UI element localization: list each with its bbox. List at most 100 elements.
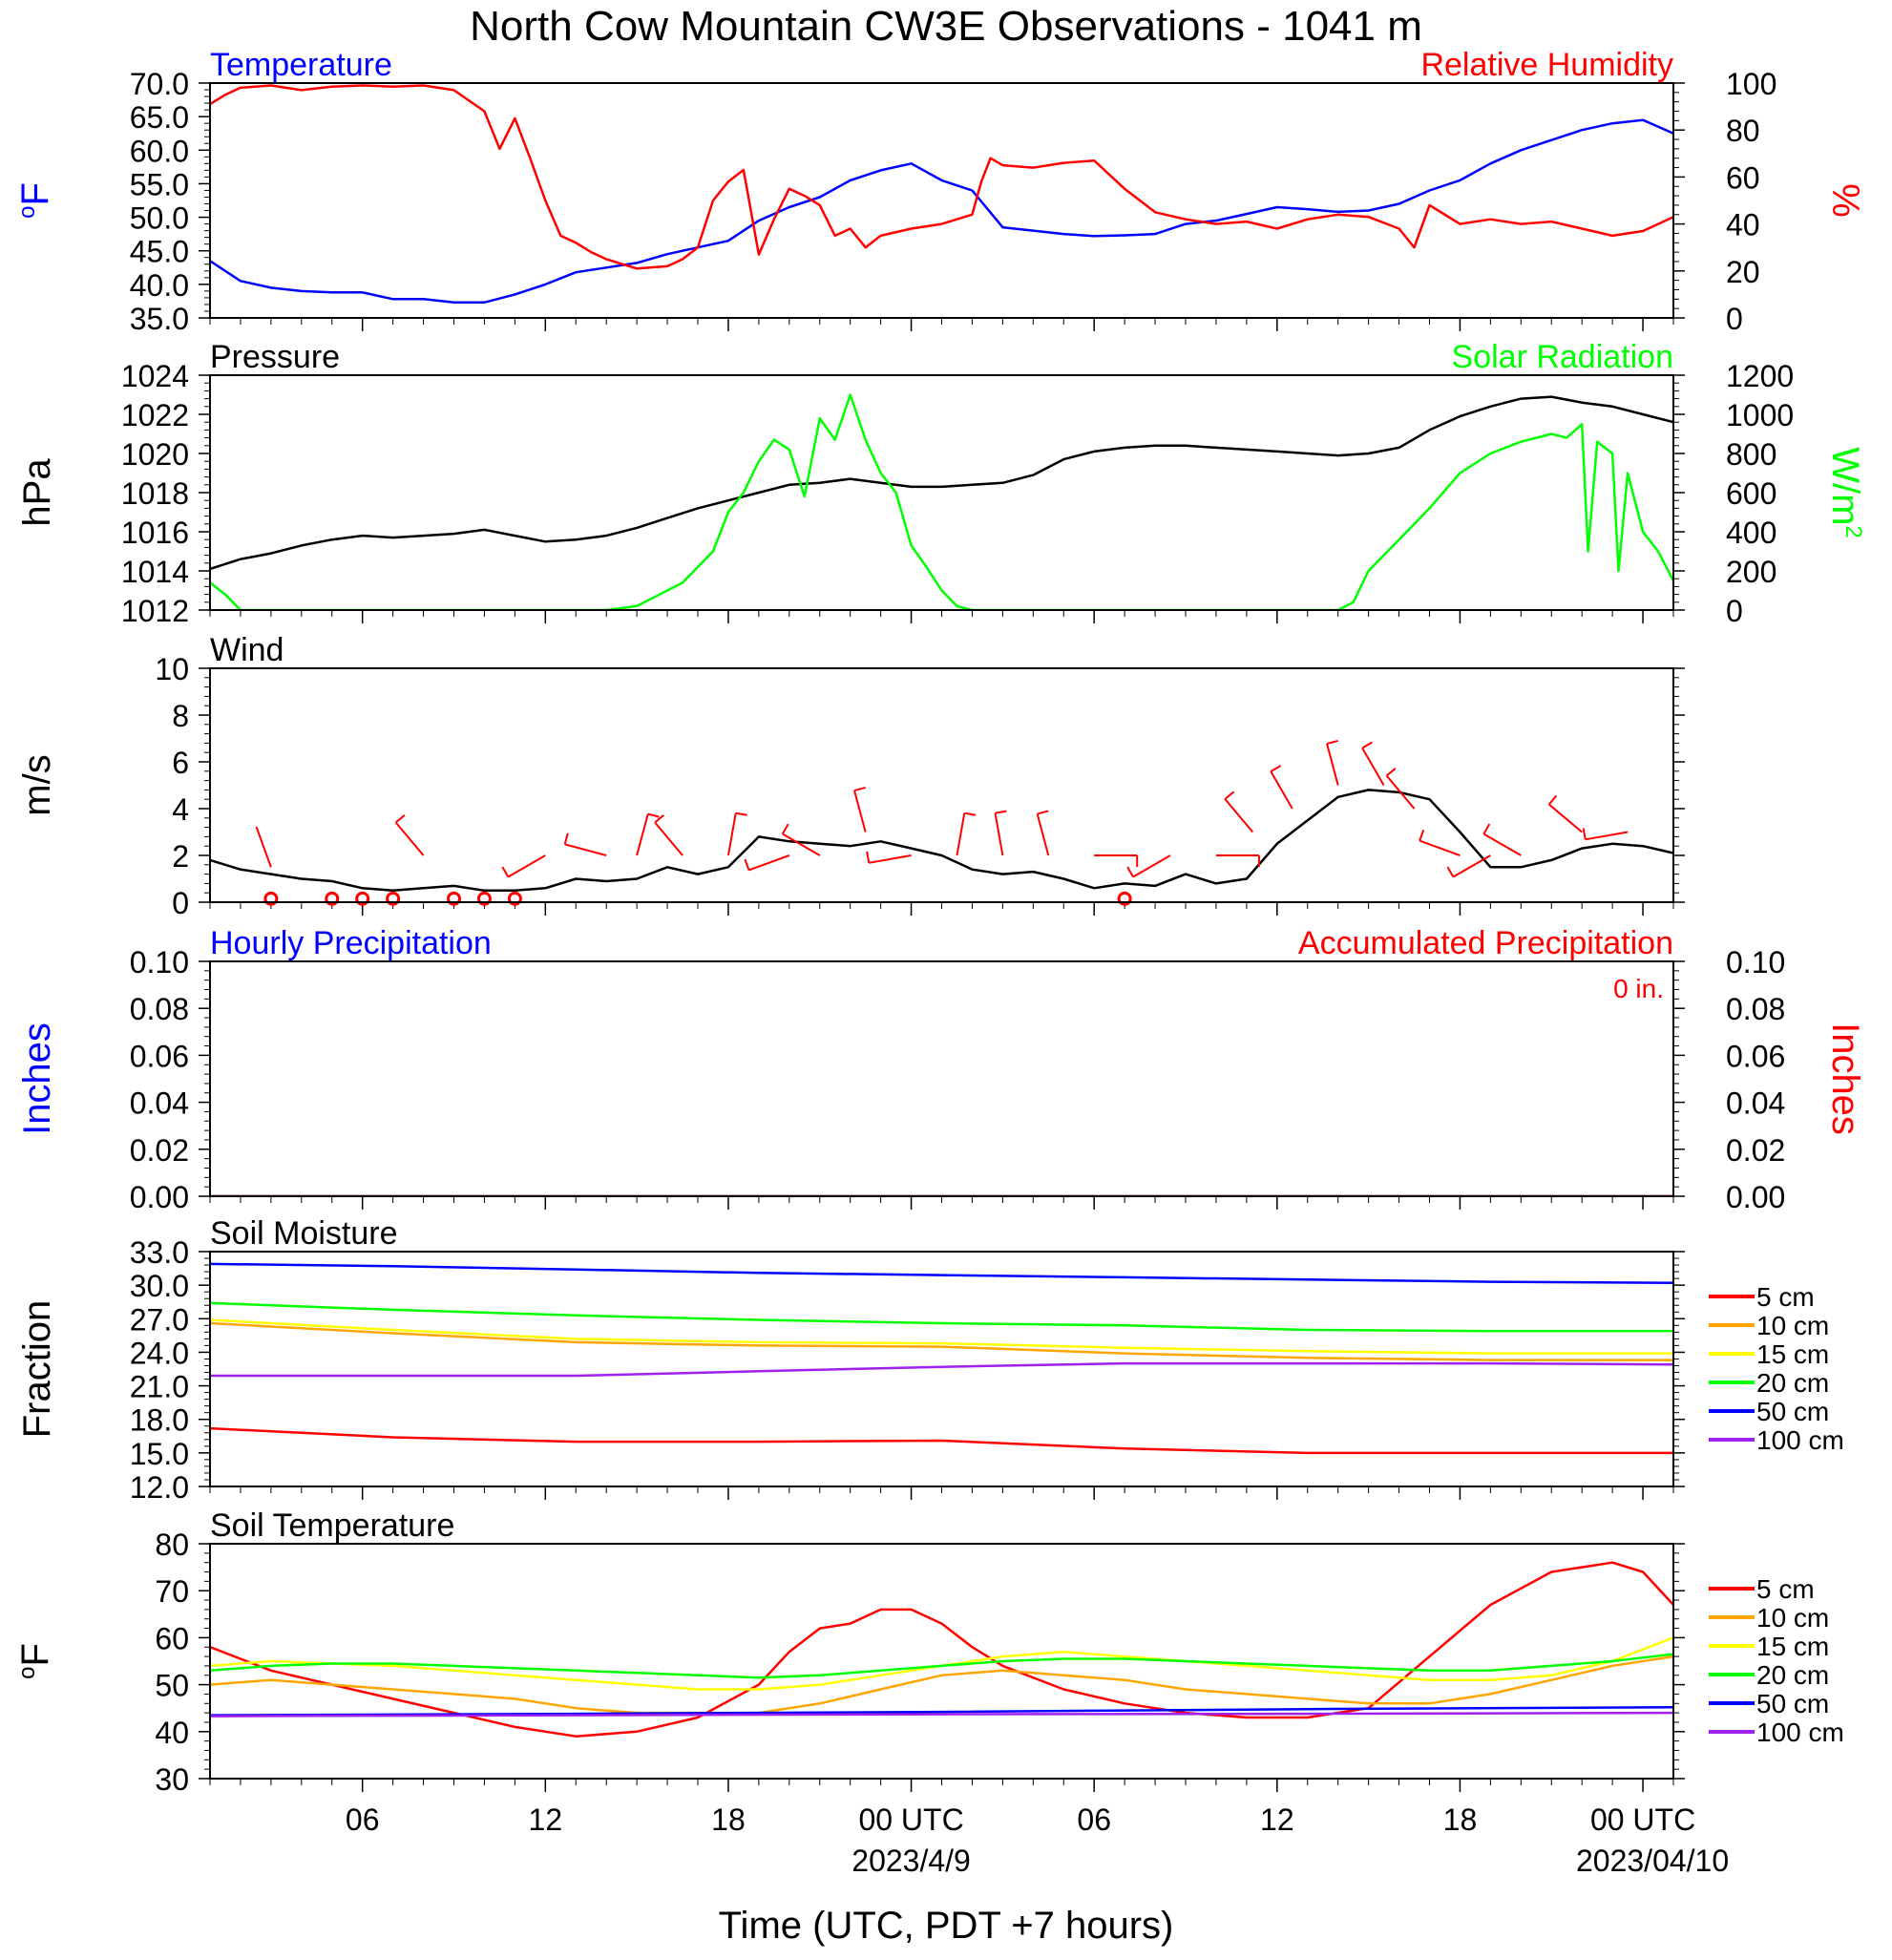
panel-precip: 0.00 0.02 0.04 0.06 0.08 0.10 0.00 0.02 0.04 0.06… [16, 925, 1866, 1214]
series-line-soil_moisture-4 [210, 1262, 1673, 1285]
y-tick-label: 1014 [121, 555, 189, 589]
y2-tick-label: 0.08 [1726, 992, 1785, 1026]
accumulated-value: 0 in. [1613, 974, 1664, 1003]
y-tick-label: 35.0 [130, 302, 189, 336]
y-tick-label: 33.0 [130, 1235, 189, 1270]
panel-title-right: Relative Humidity [1420, 47, 1673, 83]
x-tick-label: 12 [1260, 1802, 1294, 1837]
y2-tick-label: 40 [1726, 208, 1760, 242]
wind-barb-flag [1361, 741, 1373, 749]
y-tick-label: 15.0 [130, 1437, 189, 1471]
wind-barb-flag [995, 810, 1007, 814]
calm-wind-mark [263, 891, 279, 906]
y2-tick-label: 0.02 [1726, 1133, 1785, 1168]
y2-tick-label: 800 [1726, 437, 1776, 472]
y-tick-label: 40.0 [130, 268, 189, 303]
wind-barb [1585, 831, 1629, 841]
y2-tick-label: 0.00 [1726, 1180, 1785, 1214]
wind-barb [726, 812, 737, 856]
wind-barb-flag [647, 812, 660, 818]
wind-barb-flag [1419, 829, 1425, 841]
y-tick-label: 65.0 [130, 100, 189, 135]
wind-barb-flag [853, 786, 866, 791]
series-line-soil_moisture-5 [210, 1361, 1673, 1378]
calm-wind-mark [507, 891, 522, 906]
wind-barb [1326, 743, 1339, 786]
y2-tick-label: 1200 [1726, 359, 1794, 393]
series-line-soil_moisture-1 [210, 1321, 1673, 1361]
panel-frame [209, 1251, 1674, 1487]
y-tick-label: 0.00 [130, 1180, 189, 1214]
y-tick-label: 30 [155, 1762, 189, 1797]
y2-tick-label: 80 [1726, 114, 1760, 148]
panel-title-left: Soil Temperature [210, 1507, 454, 1544]
legend-label: 100 cm [1756, 1718, 1844, 1747]
y-unit-label: Fraction [16, 1300, 58, 1439]
y2-tick-label: 400 [1726, 516, 1776, 550]
y-tick-label: 10 [155, 652, 189, 686]
wind-barb-flag [781, 823, 789, 834]
legend-label: 10 cm [1756, 1311, 1829, 1340]
y-tick-label: 24.0 [130, 1336, 189, 1370]
panel-title-right: Accumulated Precipitation [1298, 925, 1673, 961]
wind-barb [1132, 854, 1171, 878]
series-line-pressure_solar-1 [210, 393, 1673, 610]
wind-barb [1361, 748, 1385, 787]
y-tick-label: 70.0 [130, 67, 189, 101]
wind-barb-flag [735, 811, 747, 816]
y-unit-label: m/s [16, 754, 58, 815]
y-tick-label: 12.0 [130, 1470, 189, 1505]
y-tick-label: 0.08 [130, 992, 189, 1026]
y2-tick-label: 0.06 [1726, 1039, 1785, 1073]
y2-unit-label: W/m2 [1824, 447, 1866, 538]
series-line-soil_temp-0 [210, 1561, 1673, 1738]
wind-barb-flag [744, 858, 750, 871]
wind-barb [748, 854, 790, 872]
wind-barb-flag [563, 832, 569, 845]
wind-barb [255, 826, 272, 868]
y-tick-label: 1018 [121, 476, 189, 511]
y-tick-label: 0.06 [130, 1039, 189, 1073]
panel-title-left: Hourly Precipitation [210, 925, 492, 961]
legend-label: 15 cm [1756, 1632, 1829, 1661]
y-tick-label: 0.10 [130, 945, 189, 980]
wind-barb [1452, 854, 1491, 878]
calm-wind-mark [447, 891, 461, 906]
legend-label: 50 cm [1756, 1689, 1829, 1718]
calm-wind-mark [476, 891, 492, 906]
x-tick-label: 00 UTC [1590, 1802, 1695, 1837]
y-tick-label: 45.0 [130, 235, 189, 269]
y2-unit-label: % [1824, 183, 1866, 218]
y-unit-label: hPa [16, 458, 58, 527]
wind-barb [869, 854, 912, 864]
wind-barb-flag [1582, 828, 1587, 840]
x-axis: 06 12 18 00 UTC 2023/4/9 06 12 18 00 UTC 2023/04/… [346, 1802, 1729, 1878]
wind-barb [394, 821, 425, 856]
series-line-temp_rh-0 [210, 118, 1673, 305]
wind-barb [654, 821, 683, 856]
wind-barb [956, 812, 966, 856]
y-tick-label: 1016 [121, 516, 189, 550]
series-line-soil_temp-5 [210, 1711, 1673, 1718]
panel-frame [209, 960, 1674, 1197]
x-tick-label: 06 [346, 1802, 380, 1837]
wind-barb-flag [1446, 866, 1455, 877]
series-line-wind-0 [210, 789, 1673, 893]
y-unit-label: oF [14, 182, 56, 219]
wind-barb [782, 832, 821, 856]
wind-barb-flag [1482, 823, 1491, 834]
series-line-soil_temp-1 [210, 1654, 1673, 1715]
calm-wind-mark [325, 891, 340, 906]
legend-label: 100 cm [1756, 1425, 1844, 1455]
legend-label: 50 cm [1756, 1397, 1829, 1426]
wind-barb-flag [394, 814, 406, 824]
y-tick-label: 40 [155, 1716, 189, 1750]
panel-temp_rh: 35.040.045.050.055.060.065.070.0 0 20 40 60 8… [14, 47, 1866, 336]
panel-frame [209, 82, 1674, 319]
series-line-soil_temp-3 [210, 1653, 1673, 1679]
series-line-soil_temp-4 [210, 1705, 1673, 1717]
y-tick-label: 6 [172, 746, 189, 780]
calm-wind-mark [355, 891, 370, 906]
